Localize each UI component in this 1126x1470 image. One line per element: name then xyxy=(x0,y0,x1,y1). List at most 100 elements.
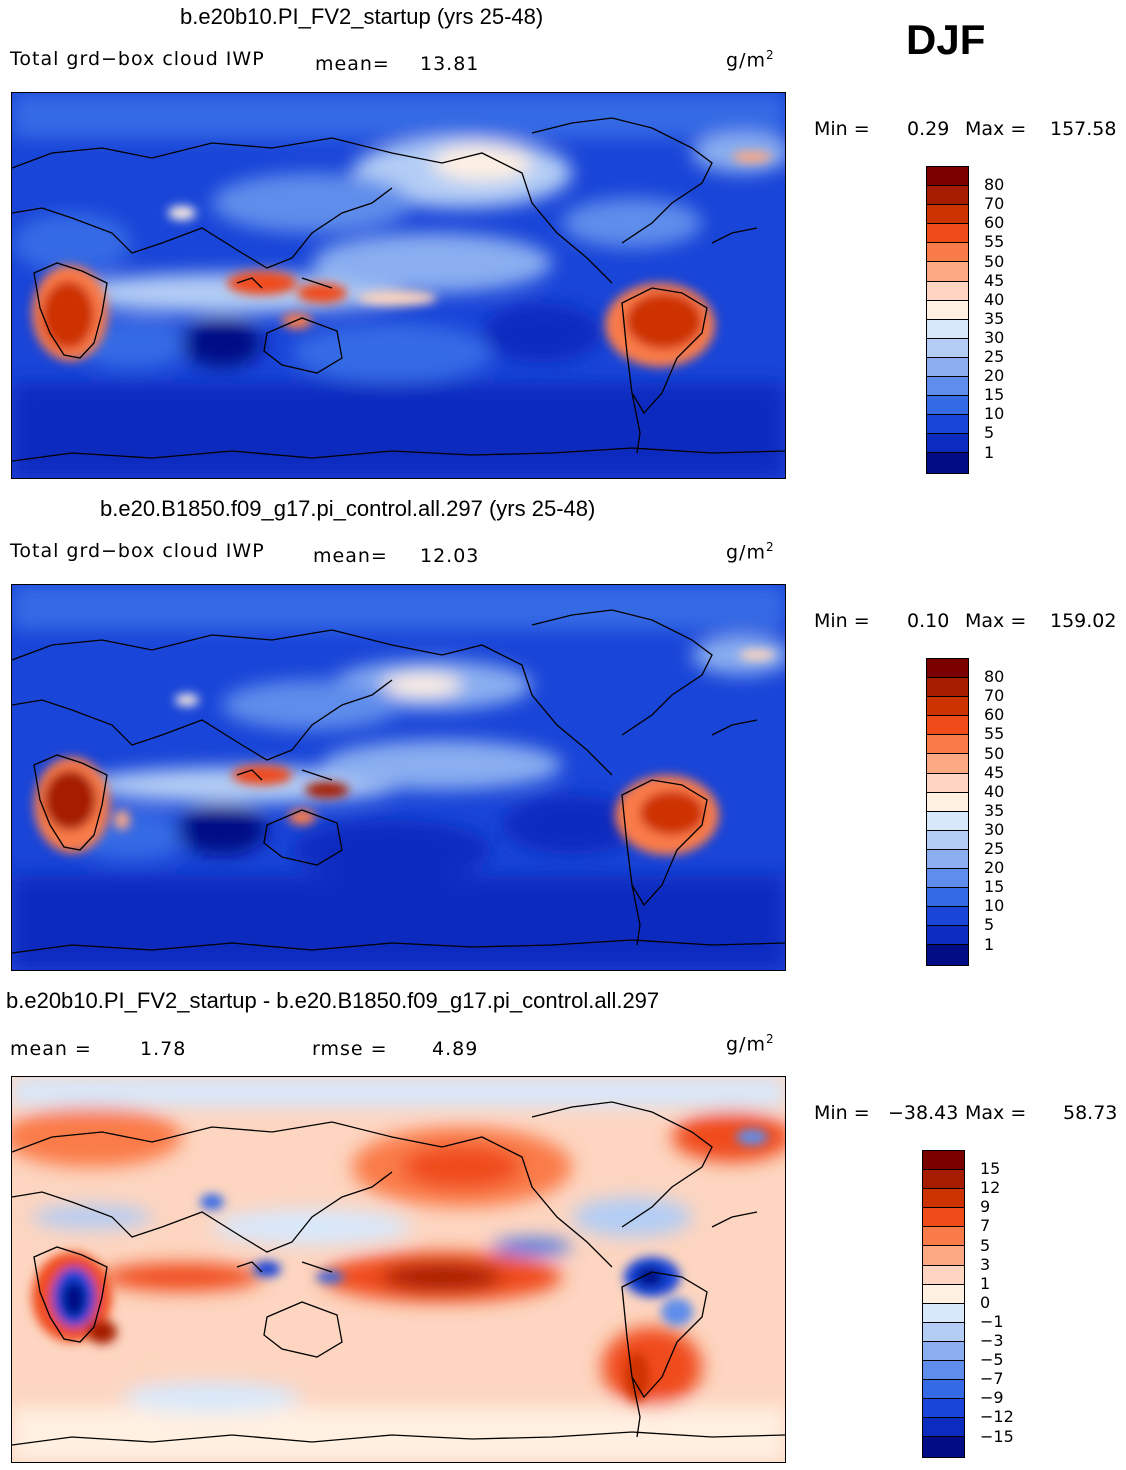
colorbar-tick-label: 60 xyxy=(984,213,1005,233)
panel2-units: g/m2 xyxy=(726,540,775,564)
colorbar-tick-label: −15 xyxy=(980,1426,1014,1446)
panel3-coastlines xyxy=(12,1101,785,1446)
panel1-min-label: Min = xyxy=(814,118,870,140)
panel3-map xyxy=(11,1076,786,1463)
panel1-map xyxy=(11,92,786,479)
colorbar-swatch xyxy=(923,1341,964,1362)
panel3-max-label: Max = xyxy=(965,1102,1027,1124)
colorbar-tick-label: −12 xyxy=(980,1407,1014,1427)
panel2-max-label: Max = xyxy=(965,610,1027,632)
colorbar-tick-label: 20 xyxy=(984,366,1005,386)
colorbar-tick-label: 5 xyxy=(984,915,995,935)
colorbar-swatch xyxy=(927,830,968,850)
panel1-variable: Total grd−box cloud IWP xyxy=(10,48,265,70)
colorbar-swatch xyxy=(927,697,968,717)
colorbar-tick-label: 55 xyxy=(984,724,1005,744)
colorbar-tick-label: 25 xyxy=(984,839,1005,858)
colorbar-tick-label: 60 xyxy=(984,705,1005,725)
colorbar-swatch xyxy=(923,1246,964,1266)
colorbar-swatch xyxy=(927,945,968,965)
colorbar-swatch xyxy=(923,1418,964,1438)
colorbar-tick-label: 45 xyxy=(984,270,1005,290)
panel2-max-value: 159.02 xyxy=(1050,610,1117,632)
colorbar-tick-label: 1 xyxy=(980,1273,991,1293)
colorbar-tick-label: 5 xyxy=(984,423,995,443)
colorbar-tick-label: 0 xyxy=(980,1292,991,1312)
colorbar-swatch xyxy=(923,1322,964,1342)
colorbar-swatch xyxy=(927,167,968,187)
colorbar-swatch xyxy=(923,1189,964,1209)
colorbar-swatch xyxy=(927,415,968,435)
colorbar-tick-label: 30 xyxy=(984,819,1005,839)
colorbar-tick-label: 20 xyxy=(984,858,1005,878)
colorbar-swatch xyxy=(927,434,968,454)
colorbar-swatch xyxy=(927,319,968,339)
colorbar-swatch xyxy=(927,907,968,927)
panel1-units: g/m2 xyxy=(726,48,775,72)
colorbar-tick-label: 70 xyxy=(984,194,1005,214)
panel3-title: b.e20b10.PI_FV2_startup - b.e20.B1850.f0… xyxy=(6,988,660,1013)
colorbar-tick-label: 9 xyxy=(980,1197,991,1217)
panel2-map xyxy=(11,584,786,971)
colorbar-swatch xyxy=(927,300,968,320)
colorbar-swatch xyxy=(927,186,968,206)
colorbar-swatch xyxy=(927,754,968,774)
colorbar-swatch xyxy=(923,1208,964,1228)
panel1-mean-label: mean= xyxy=(315,53,390,75)
colorbar-tick-label: 70 xyxy=(984,686,1005,706)
colorbar-tick-label: 15 xyxy=(984,385,1005,405)
panel1-title: b.e20b10.PI_FV2_startup (yrs 25-48) xyxy=(180,4,544,29)
colorbar-swatch xyxy=(923,1227,964,1247)
panel3-units: g/m2 xyxy=(726,1032,775,1056)
colorbar-tick-label: 7 xyxy=(980,1216,991,1236)
panel3-mean-label: mean = xyxy=(10,1038,92,1060)
panel2-mean-label: mean= xyxy=(313,545,388,567)
panel1-min-value: 0.29 xyxy=(907,118,950,140)
colorbar-swatch xyxy=(927,849,968,870)
colorbar-swatch xyxy=(927,888,968,908)
panel3-rmse-label: rmse = xyxy=(312,1038,388,1060)
colorbar-swatch xyxy=(923,1265,964,1285)
panel1-coastlines xyxy=(12,117,785,462)
colorbar-swatch xyxy=(923,1170,964,1190)
colorbar-tick-label: 3 xyxy=(980,1254,991,1274)
panel3-map-field xyxy=(12,1077,785,1462)
colorbar-swatch xyxy=(927,811,968,831)
colorbar-tick-label: 80 xyxy=(984,175,1005,195)
colorbar-tick-label: 50 xyxy=(984,251,1005,271)
panel3-rmse-value: 4.89 xyxy=(432,1038,479,1060)
panel2-mean-value: 12.03 xyxy=(420,545,480,567)
colorbar-swatch xyxy=(927,243,968,263)
panel3-mean-value: 1.78 xyxy=(140,1038,187,1060)
colorbar-swatch xyxy=(927,773,968,793)
colorbar-tick-label: 55 xyxy=(984,232,1005,252)
panel2-title: b.e20.B1850.f09_g17.pi_control.all.297 (… xyxy=(100,496,596,521)
colorbar-swatch xyxy=(923,1380,964,1400)
colorbar-swatch xyxy=(927,357,968,378)
colorbar-tick-label: 50 xyxy=(984,743,1005,763)
colorbar-swatch xyxy=(923,1361,964,1381)
colorbar-swatch xyxy=(923,1151,964,1171)
colorbar-tick-label: −5 xyxy=(980,1350,1004,1370)
colorbar-tick-label: −3 xyxy=(980,1331,1004,1350)
colorbar-tick-label: −9 xyxy=(980,1388,1004,1408)
colorbar-swatch xyxy=(927,678,968,698)
colorbar-swatch xyxy=(927,716,968,736)
panel1-max-label: Max = xyxy=(965,118,1027,140)
colorbar-swatch xyxy=(927,205,968,225)
panel2-map-field xyxy=(12,585,785,970)
colorbar-tick-label: 10 xyxy=(984,896,1005,916)
colorbar-tick-label: 40 xyxy=(984,781,1005,801)
colorbar-swatch xyxy=(927,453,968,473)
colorbar-tick-label: 12 xyxy=(980,1178,1001,1198)
colorbar-swatch xyxy=(927,224,968,244)
colorbar-tick-label: 5 xyxy=(980,1235,991,1255)
colorbar-swatch xyxy=(927,869,968,889)
colorbar-tick-label: 35 xyxy=(984,800,1005,820)
colorbar-boxes xyxy=(926,166,969,474)
colorbar-tick-label: 30 xyxy=(984,327,1005,347)
colorbar-swatch xyxy=(927,377,968,397)
colorbar-tick-label: 1 xyxy=(984,442,995,462)
colorbar-tick-label: 45 xyxy=(984,762,1005,782)
colorbar-swatch xyxy=(927,262,968,282)
